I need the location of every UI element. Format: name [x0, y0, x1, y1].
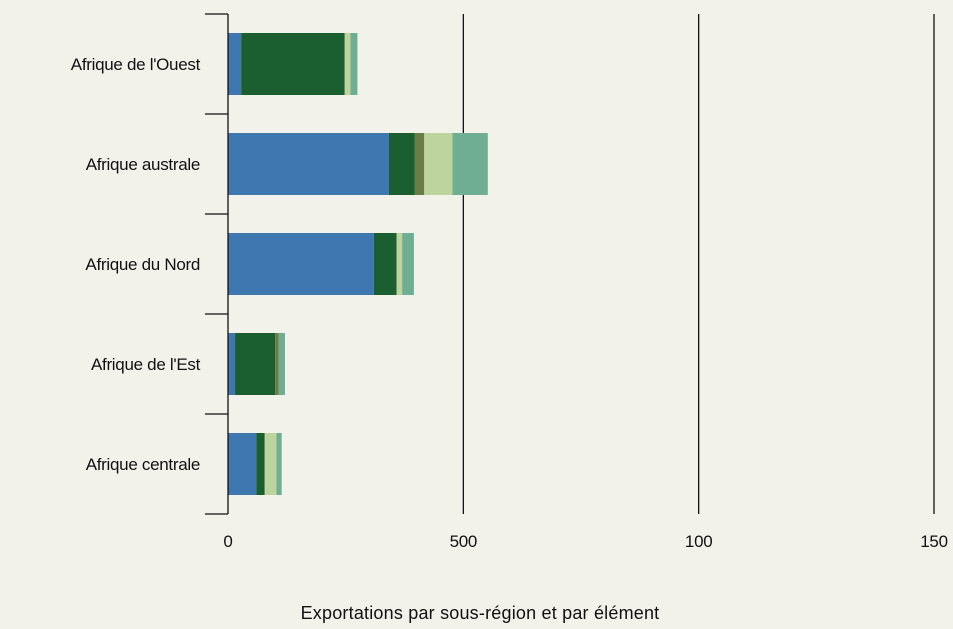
bar-segment-1-4 [452, 133, 488, 195]
y-tick-label: Afrique de l'Ouest [71, 55, 201, 74]
axes [205, 13, 229, 515]
bar-segment-3-0 [228, 333, 236, 395]
bar-segment-1-1 [388, 133, 415, 195]
y-tick-label: Afrique centrale [86, 455, 200, 474]
bar-segment-0-3 [344, 33, 351, 95]
bar-segment-0-0 [228, 33, 242, 95]
bar-segments [228, 33, 488, 495]
bar-segment-3-2 [275, 333, 279, 395]
bar-segment-4-1 [256, 433, 265, 495]
bar-segment-4-3 [264, 433, 277, 495]
x-tick-label: 500 [450, 532, 477, 551]
bar-segment-1-0 [228, 133, 389, 195]
x-tick-label: 150 [920, 532, 947, 551]
bar-segment-2-4 [402, 233, 414, 295]
y-tick-label: Afrique de l'Est [91, 355, 201, 374]
y-tick-label: Afrique australe [86, 155, 200, 174]
bar-segment-2-3 [396, 233, 403, 295]
bar-segment-1-2 [414, 133, 425, 195]
bar-segment-4-0 [228, 433, 257, 495]
bar-segment-0-1 [241, 33, 345, 95]
y-tick-label: Afrique du Nord [85, 255, 200, 274]
x-tick-label: 100 [685, 532, 712, 551]
x-tick-label: 0 [223, 532, 232, 551]
bar-segment-3-1 [235, 333, 276, 395]
bar-segment-2-1 [373, 233, 397, 295]
bar-segment-1-3 [424, 133, 453, 195]
bar-segment-4-4 [276, 433, 282, 495]
y-tick-labels: Afrique de l'Ouest Afrique australe Afriqu… [71, 55, 201, 474]
bar-segment-2-0 [228, 233, 374, 295]
bar-segment-0-4 [350, 33, 358, 95]
x-axis-title: Exportations par sous-région et par élém… [301, 603, 660, 623]
grid-lines [462, 14, 935, 514]
x-tick-labels: 0 500 100 150 [223, 532, 948, 551]
bar-segment-3-4 [278, 333, 285, 395]
